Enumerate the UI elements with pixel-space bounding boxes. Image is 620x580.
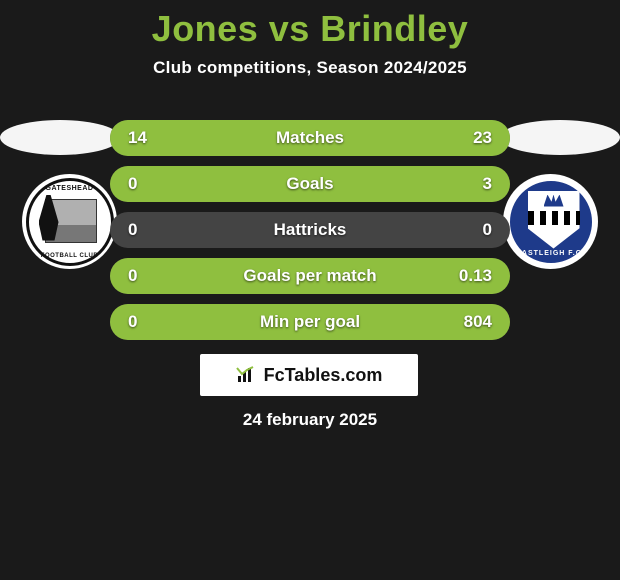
stat-value-right: 0.13 — [459, 266, 492, 286]
stat-value-right: 804 — [464, 312, 492, 332]
stat-label: Matches — [110, 128, 510, 148]
stat-label: Hattricks — [110, 220, 510, 240]
club-badge-left: GATESHEAD FOOTBALL CLUB — [22, 174, 117, 269]
footer-date: 24 february 2025 — [0, 410, 620, 430]
player-silhouette-right — [500, 120, 620, 155]
subtitle: Club competitions, Season 2024/2025 — [0, 58, 620, 78]
stat-value-right: 23 — [473, 128, 492, 148]
eastleigh-crest-icon: EASTLEIGH F.C. — [507, 178, 595, 266]
club-badge-right: EASTLEIGH F.C. — [503, 174, 598, 269]
stats-table: 14Matches230Goals30Hattricks00Goals per … — [110, 120, 510, 350]
stat-row: 0Goals3 — [110, 166, 510, 202]
stat-row: 0Min per goal804 — [110, 304, 510, 340]
stat-label: Min per goal — [110, 312, 510, 332]
stat-row: 0Goals per match0.13 — [110, 258, 510, 294]
stat-value-right: 0 — [483, 220, 492, 240]
gateshead-crest-icon: GATESHEAD FOOTBALL CLUB — [26, 178, 114, 266]
stat-label: Goals — [110, 174, 510, 194]
page-title: Jones vs Brindley — [0, 8, 620, 50]
stat-row: 14Matches23 — [110, 120, 510, 156]
bar-chart-icon — [236, 366, 258, 384]
stat-label: Goals per match — [110, 266, 510, 286]
brand-badge: FcTables.com — [200, 354, 418, 396]
stat-row: 0Hattricks0 — [110, 212, 510, 248]
brand-text: FcTables.com — [264, 365, 383, 386]
stat-value-right: 3 — [483, 174, 492, 194]
player-silhouette-left — [0, 120, 120, 155]
